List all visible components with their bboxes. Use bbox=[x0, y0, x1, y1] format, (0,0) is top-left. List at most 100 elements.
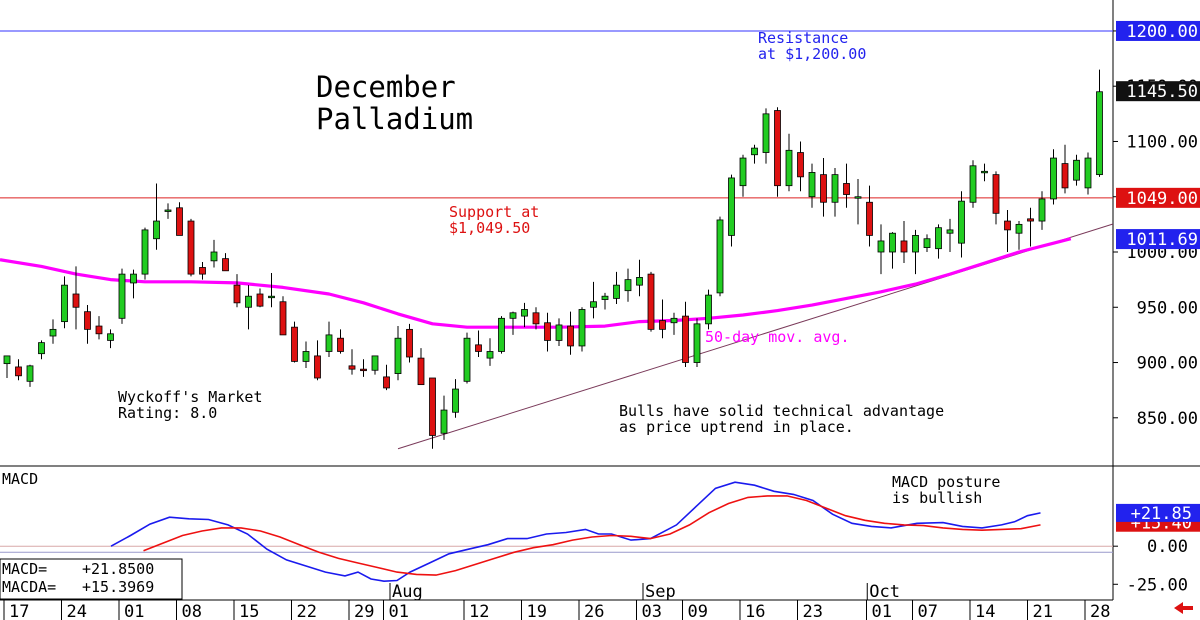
candle-body-up bbox=[38, 342, 45, 355]
time-axis: 17 24 01 08 15 22 29 01 12 19 26 03 09 16 23 01 07 14 21 28… bbox=[3, 582, 1110, 620]
candle-body-up bbox=[1096, 91, 1103, 176]
candle-body-up bbox=[923, 238, 931, 248]
candle-body-down bbox=[72, 293, 80, 308]
price-flag-label: 1200.00 bbox=[1126, 22, 1198, 42]
time-tick-label: 01 bbox=[389, 602, 409, 620]
candle bbox=[532, 307, 540, 330]
price-flag-label: 1049.00 bbox=[1126, 189, 1198, 209]
candle bbox=[567, 311, 574, 355]
candle bbox=[371, 355, 379, 375]
price-tick-label: 1100.00 bbox=[1126, 132, 1198, 152]
readout-macd-value: +21.8500 bbox=[82, 560, 154, 578]
candle bbox=[981, 163, 988, 182]
candle-body-up bbox=[210, 251, 218, 262]
resistance-line-2: at $1,200.00 bbox=[758, 45, 866, 63]
candle-body-up bbox=[808, 172, 816, 198]
candle-body-up bbox=[578, 309, 586, 347]
time-tick-label: 21 bbox=[1033, 602, 1053, 620]
candle-body-down bbox=[647, 273, 655, 330]
candle bbox=[463, 332, 471, 384]
macd-readout-box: MACD= +21.8500 MACDA= +15.3969 bbox=[0, 558, 183, 600]
candle bbox=[279, 296, 287, 336]
candle bbox=[992, 171, 1000, 225]
month-label: Sep bbox=[645, 582, 676, 602]
candle-body-up bbox=[831, 174, 839, 203]
support-line-2: $1,049.50 bbox=[449, 219, 530, 237]
price-flag-box bbox=[1116, 81, 1200, 102]
price-flag: 1049.00 bbox=[1116, 187, 1200, 209]
price-tick-label: 950.00 bbox=[1137, 298, 1198, 318]
candle bbox=[774, 107, 781, 197]
candle bbox=[659, 299, 666, 339]
price-tick-label: 900.00 bbox=[1137, 354, 1198, 374]
candle bbox=[912, 229, 919, 275]
candle bbox=[1015, 221, 1023, 250]
time-tick-label: 03 bbox=[642, 602, 662, 620]
candle-body-up bbox=[130, 273, 137, 284]
candle-body-up bbox=[245, 295, 252, 308]
candle bbox=[969, 160, 977, 208]
candle bbox=[578, 307, 586, 352]
price-flag: 1011.69 bbox=[1116, 229, 1200, 250]
candle bbox=[923, 234, 931, 252]
time-tick-label: 14 bbox=[975, 602, 995, 620]
macd-series-macda bbox=[143, 495, 1041, 576]
candle bbox=[164, 203, 172, 219]
candle-body-down bbox=[429, 377, 436, 436]
price-flag-label: 1011.69 bbox=[1126, 230, 1198, 250]
candle bbox=[808, 163, 816, 208]
red-left-arrow-icon[interactable] bbox=[1174, 602, 1193, 614]
candle bbox=[417, 348, 425, 386]
candle bbox=[854, 179, 862, 225]
time-tick-label: 01 bbox=[124, 602, 144, 620]
bulls-annotation: Bulls have solid technical advantage as … bbox=[619, 402, 944, 436]
candle bbox=[1027, 207, 1034, 247]
candle bbox=[555, 318, 563, 346]
candle-body-down bbox=[291, 326, 298, 362]
time-tick-label: 16 bbox=[745, 602, 765, 620]
candle-body-up bbox=[912, 235, 919, 253]
readout-macda-value: +15.3969 bbox=[82, 578, 154, 596]
macd-tick-label: -25.00 bbox=[1127, 575, 1188, 595]
candle bbox=[360, 359, 367, 377]
candle-body-down bbox=[337, 337, 344, 352]
time-tick-label: 07 bbox=[918, 602, 938, 620]
macd-tick-label: 0.00 bbox=[1147, 537, 1188, 557]
price-flag-box bbox=[1116, 229, 1200, 250]
candle-body-down bbox=[222, 258, 229, 272]
candle-body-up bbox=[739, 157, 747, 187]
candle-body-down bbox=[475, 344, 482, 352]
macd-layer: 0.00-25.00+15.40+21.85 bbox=[0, 481, 1200, 595]
price-flag-box bbox=[1116, 20, 1200, 41]
candle-body-down bbox=[314, 355, 321, 379]
candle bbox=[613, 271, 620, 304]
rating-annotation: Wyckoff's Market Rating: 8.0 bbox=[118, 388, 263, 422]
candle bbox=[1050, 149, 1057, 205]
price-flag-label: 1145.50 bbox=[1126, 82, 1198, 102]
candle-body-up bbox=[670, 317, 678, 324]
candle-body-up bbox=[498, 317, 505, 352]
time-tick-label: 28 bbox=[1090, 602, 1110, 620]
candle-body-up bbox=[728, 177, 735, 236]
time-tick-label: 17 bbox=[9, 602, 29, 620]
time-tick-label: 12 bbox=[469, 602, 489, 620]
candle bbox=[728, 174, 735, 247]
time-tick-label: 15 bbox=[239, 602, 259, 620]
candle bbox=[15, 359, 22, 381]
price-flag: 1200.00 bbox=[1116, 20, 1200, 42]
candle bbox=[1084, 152, 1092, 195]
candle bbox=[475, 330, 482, 357]
candle bbox=[3, 355, 11, 378]
candle-body-down bbox=[383, 376, 390, 389]
candle-body-up bbox=[590, 301, 597, 308]
candle-body-down bbox=[84, 311, 91, 330]
candle bbox=[406, 323, 413, 363]
title-line-1: December bbox=[316, 70, 456, 104]
candle-body-up bbox=[613, 284, 620, 299]
candle-body-down bbox=[567, 325, 574, 347]
time-tick-label: 29 bbox=[354, 602, 374, 620]
candle bbox=[107, 329, 114, 349]
candle bbox=[682, 301, 689, 367]
candle-body-up bbox=[463, 337, 471, 382]
